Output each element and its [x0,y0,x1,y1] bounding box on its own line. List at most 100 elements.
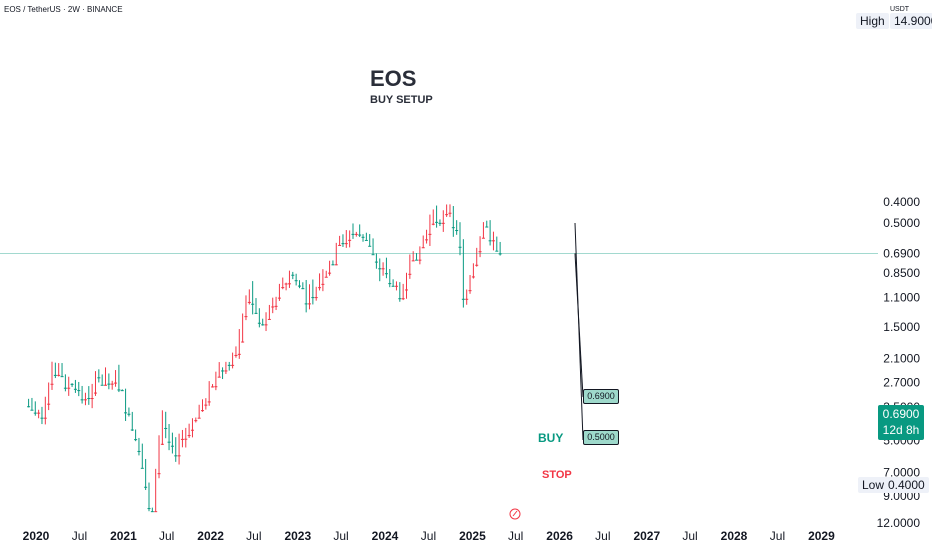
candle-down [187,423,191,438]
candle-down [324,270,328,278]
last-price-tag: 0.6900 12d 8h [878,405,924,440]
candle-down [321,269,325,292]
price-axis[interactable]: 12.00009.00007.00005.00003.50002.70002.1… [877,195,921,530]
callout-lower-pointer [574,223,584,441]
time-axis-tick: 2020 [23,529,50,543]
bar-countdown: 12d 8h [882,423,920,437]
candle-down [231,352,235,369]
time-axis-tick: 2026 [546,529,573,543]
candle-down [448,204,452,218]
candle-up [364,232,368,241]
candle-down [110,380,114,390]
candle-up [33,401,37,416]
callout-upper-price[interactable]: 0.6900 [583,389,619,404]
time-axis[interactable]: 2020 Jul 2021 Jul 2022 Jul 2023 Jul 2024 Jul 2025 J… [23,529,835,543]
candle-down [104,367,108,386]
price-axis-tick: 1.5000 [883,320,920,334]
time-axis-tick: Jul [682,529,697,543]
candle-up [311,279,315,305]
candle-up [368,234,372,247]
candle-down [184,427,188,448]
candle-up [167,424,171,451]
callout-lower-price[interactable]: 0.5000 [583,430,619,445]
candle-down [50,361,54,390]
candle-up [174,437,178,462]
candle-up [140,443,144,469]
candle-down [160,410,164,446]
candle-down [217,362,221,378]
candle-down [411,251,415,262]
candle-down [431,209,435,226]
candle-down [114,370,118,387]
candle-down [475,247,479,267]
candle-up [40,406,44,425]
candle-up [70,383,74,387]
candle-up [227,361,231,371]
candle-up [261,318,265,326]
candle-down [267,304,271,320]
candle-up [257,308,261,328]
currency-label: USDT [890,6,910,13]
candle-up [415,253,419,261]
candle-down [274,296,278,311]
candle-down [328,260,332,276]
candle-up [461,239,465,308]
symbol-title[interactable]: EOS / TetherUS · 2W · BINANCE [4,5,123,14]
candle-up [351,223,355,239]
candle-down [197,404,201,419]
price-axis-tick: 0.4000 [883,195,920,209]
time-axis-tick: 2028 [721,529,748,543]
candle-up [87,386,91,405]
candle-up [388,269,392,288]
candle-up [374,253,378,269]
candle-up [100,374,104,386]
price-axis-tick: 1.1000 [883,290,920,304]
candle-up [371,238,375,256]
candle-down [425,229,429,244]
time-axis-tick: 2029 [808,529,835,543]
price-axis-tick: 0.8500 [883,266,920,280]
candle-up [73,379,77,393]
candle-up [130,411,134,431]
candle-up [435,205,439,228]
time-axis-tick: 2021 [110,529,137,543]
candle-down [401,283,405,301]
candle-down [318,273,322,291]
candle-down [408,254,412,279]
candle-down [445,204,449,217]
candle-down [284,282,288,291]
time-axis-tick: 2024 [372,529,399,543]
candle-down [43,396,47,425]
time-axis-tick: 2027 [633,529,660,543]
candle-up [27,398,31,408]
candle-down [83,392,87,406]
candle-up [117,364,121,393]
candle-up [438,219,442,227]
candle-down [211,384,215,388]
time-axis-tick: 2023 [284,529,311,543]
candle-down [37,409,41,419]
annotation-lines-layer [0,223,878,441]
candle-down [264,312,268,332]
price-axis-tick: 12.0000 [877,516,921,530]
candle-up [384,257,388,279]
candle-up [150,507,154,513]
candle-down [314,286,318,301]
candle-up [127,407,131,417]
candle-down [214,371,218,391]
chart-title: EOS [370,66,417,91]
candle-up [254,298,258,314]
candle-down [154,468,158,513]
candle-down [90,383,94,409]
candle-down [271,297,275,314]
candle-down [421,235,425,249]
candle-down [441,210,445,232]
candle-down [404,272,408,299]
price-axis-tick: 0.5000 [883,216,920,230]
candle-up [80,385,84,404]
time-axis-tick: 2022 [197,529,224,543]
candle-up [144,458,148,490]
